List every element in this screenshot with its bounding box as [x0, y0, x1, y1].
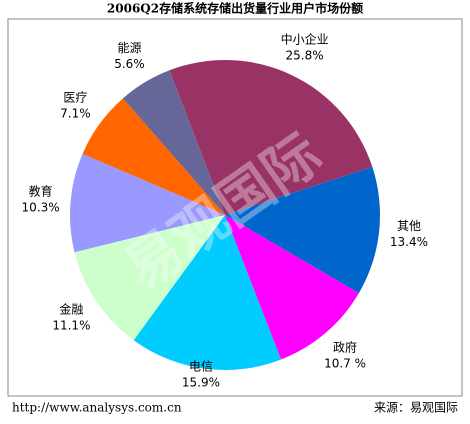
slice-value-label: 13.4% [390, 235, 428, 249]
slice-value-label: 15.9% [182, 376, 220, 390]
pie-slice [82, 98, 226, 215]
slice-label: 电信 [189, 360, 213, 374]
slice-label: 其他 [397, 219, 421, 233]
source-url: http://www.analysys.com.cn [12, 401, 182, 415]
slice-label: 教育 [29, 183, 53, 198]
slice-value-label: 10.7 % [324, 356, 366, 370]
pie-slice [133, 215, 282, 370]
slice-label: 医疗 [63, 91, 87, 105]
pie-slice [122, 70, 225, 215]
pie-slice [225, 167, 380, 294]
pie-slice [169, 59, 373, 216]
pie-slice [70, 153, 225, 253]
pie-slice [225, 215, 359, 360]
slice-label: 中小企业 [281, 32, 329, 47]
slice-label: 金融 [59, 302, 83, 317]
source: 来源：易观国际 [374, 401, 458, 415]
pie-slice [74, 215, 225, 341]
slice-value-label: 10.3% [22, 200, 60, 214]
slice-value-label: 7.1% [60, 107, 91, 121]
slice-value-label: 11.1% [52, 319, 90, 333]
chart-title: 2006Q2存储系统存储出货量行业用户市场份额 [107, 1, 363, 16]
slice-value-label: 5.6% [114, 57, 145, 71]
slice-label: 政府 [333, 339, 357, 354]
slice-value-label: 25.8% [286, 49, 324, 63]
slice-label: 能源 [117, 41, 141, 55]
